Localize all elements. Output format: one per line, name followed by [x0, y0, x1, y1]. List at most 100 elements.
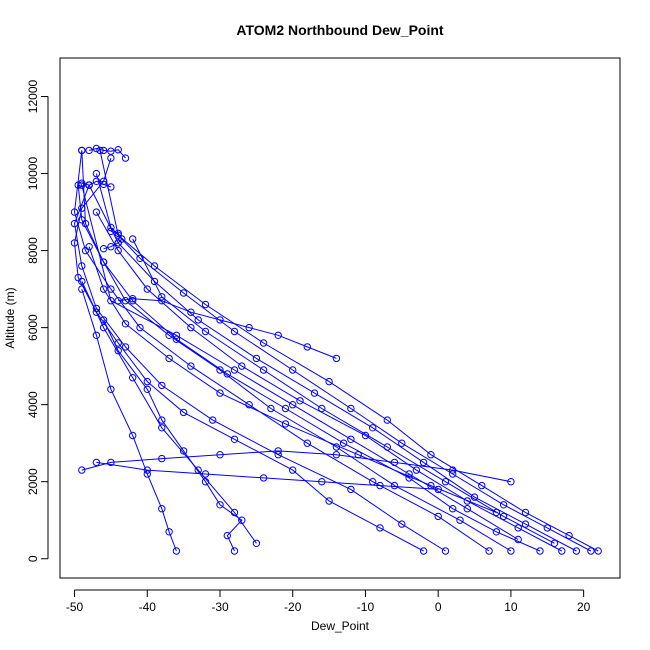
data-point [121, 320, 130, 328]
x-tick-label: 20 [577, 600, 591, 614]
y-tick-label: 6000 [26, 314, 40, 341]
data-point [114, 146, 122, 154]
data-point [121, 297, 130, 305]
data-point [230, 366, 239, 374]
series-line [73, 150, 490, 552]
series-line [103, 230, 123, 250]
data-point [129, 295, 137, 303]
series-line [73, 157, 424, 552]
data-point [238, 362, 246, 370]
data-point [230, 547, 239, 555]
data-point [507, 478, 515, 486]
data-point [259, 339, 268, 347]
data-point [99, 258, 108, 266]
data-point [78, 146, 86, 155]
data-point [230, 508, 239, 517]
data-point [521, 508, 530, 517]
data-point [230, 327, 239, 336]
data-point [449, 466, 457, 474]
data-point [419, 458, 428, 467]
data-point [99, 285, 108, 293]
data-point [514, 535, 522, 544]
data-point [74, 181, 82, 189]
data-point [107, 183, 115, 191]
plot-frame [59, 57, 621, 579]
data-point [499, 512, 508, 521]
data-point [572, 547, 581, 555]
series-line [81, 180, 112, 188]
data-point [121, 343, 130, 351]
data-point [405, 470, 413, 478]
data-point [347, 485, 355, 494]
data-point [158, 505, 166, 513]
data-point [376, 524, 384, 532]
data-point [289, 466, 297, 474]
x-tick-label: -30 [211, 600, 229, 614]
series-line [81, 288, 177, 552]
data-point [114, 297, 122, 305]
data-point [245, 401, 253, 409]
series-line [99, 150, 599, 552]
data-point [376, 481, 384, 490]
data-point [514, 524, 522, 532]
x-axis: -50 -40 -30 -20 -10 0 10 20 [66, 589, 591, 614]
data-point [521, 520, 530, 528]
data-point [419, 547, 428, 555]
data-point [99, 245, 108, 253]
data-point [281, 404, 290, 413]
data-point [543, 524, 551, 532]
data-point [201, 327, 210, 336]
data-point [390, 458, 399, 467]
data-point [296, 397, 304, 405]
data-point [150, 277, 159, 286]
data-point [172, 547, 181, 555]
data-point [398, 439, 406, 447]
data-point [107, 458, 115, 467]
data-point [216, 389, 224, 397]
data-point [107, 223, 115, 232]
data-layer [70, 144, 602, 555]
data-point [325, 377, 333, 386]
data-point [92, 177, 101, 186]
data-point [303, 439, 311, 447]
data-point [92, 458, 101, 467]
data-point [158, 293, 166, 301]
data-point [78, 262, 86, 270]
data-point [259, 474, 268, 482]
series-line [88, 184, 577, 552]
data-point [136, 323, 144, 332]
data-point [383, 443, 391, 451]
data-point [158, 416, 166, 424]
data-point [107, 385, 115, 393]
x-tick-label: -40 [139, 600, 157, 614]
y-axis-label: Altitude (m) [3, 287, 17, 348]
data-point [289, 366, 297, 374]
data-point [129, 297, 137, 305]
data-point [165, 528, 173, 536]
data-point [463, 497, 471, 505]
data-point [107, 243, 115, 251]
data-point [318, 478, 326, 486]
data-point [216, 451, 224, 459]
data-point [339, 439, 348, 447]
data-point [492, 528, 501, 536]
series-line [95, 211, 563, 552]
data-point [398, 520, 406, 528]
data-point [216, 366, 224, 374]
data-point [223, 531, 232, 540]
data-point [158, 381, 166, 390]
data-point [129, 374, 137, 382]
y-tick-label: 10000 [26, 157, 40, 191]
data-point [434, 485, 442, 494]
data-point [252, 354, 261, 363]
x-tick-label: 0 [435, 600, 442, 614]
series-line [95, 173, 592, 552]
y-tick-label: 2000 [26, 468, 40, 495]
data-point [274, 331, 282, 339]
series-line [77, 185, 512, 552]
data-point [594, 547, 602, 555]
data-point [245, 323, 253, 332]
data-point [507, 547, 515, 555]
data-point [114, 347, 122, 355]
